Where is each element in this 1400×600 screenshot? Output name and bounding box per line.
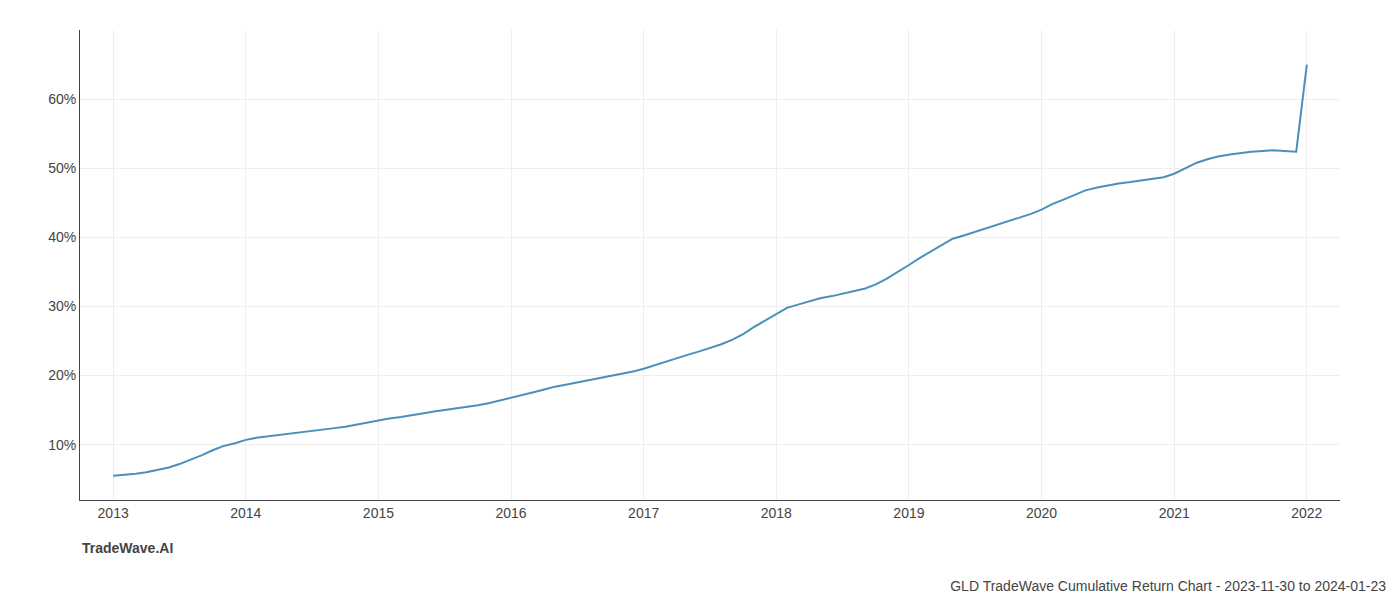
svg-text:GLD TradeWave Cumulative Retur: GLD TradeWave Cumulative Return Chart - … <box>950 578 1386 594</box>
svg-text:2016: 2016 <box>495 505 526 521</box>
svg-text:2020: 2020 <box>1026 505 1057 521</box>
svg-text:50%: 50% <box>48 160 76 176</box>
svg-text:2014: 2014 <box>230 505 261 521</box>
svg-text:10%: 10% <box>48 437 76 453</box>
svg-text:40%: 40% <box>48 229 76 245</box>
svg-text:2018: 2018 <box>761 505 792 521</box>
svg-text:60%: 60% <box>48 91 76 107</box>
svg-text:2017: 2017 <box>628 505 659 521</box>
svg-text:30%: 30% <box>48 298 76 314</box>
svg-text:20%: 20% <box>48 367 76 383</box>
svg-text:2013: 2013 <box>98 505 129 521</box>
svg-text:TradeWave.AI: TradeWave.AI <box>82 540 173 556</box>
svg-text:2021: 2021 <box>1159 505 1190 521</box>
svg-text:2015: 2015 <box>363 505 394 521</box>
svg-text:2022: 2022 <box>1291 505 1322 521</box>
svg-text:2019: 2019 <box>893 505 924 521</box>
